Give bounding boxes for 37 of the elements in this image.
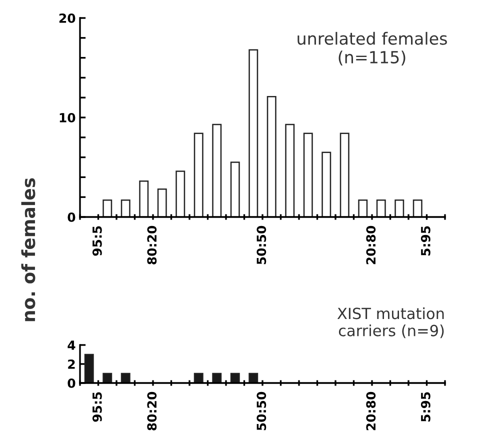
y-tick-label: 10 (60, 112, 76, 122)
bar (340, 132, 350, 217)
text: unrelated females (n=115) (298, 32, 447, 66)
bar (303, 132, 313, 217)
x-tick-label: 95:5 (92, 226, 102, 256)
bar (285, 124, 295, 217)
y-tick-label: 2 (68, 359, 75, 369)
y-tick-label: 0 (68, 378, 76, 388)
bar (102, 199, 112, 217)
y-axis-title: no. of females (21, 178, 36, 322)
x-tick-label: 5:95 (420, 226, 430, 256)
x-tick-label: 5:95 (420, 392, 430, 422)
x-tick-label: 80:20 (147, 226, 157, 264)
bar (394, 199, 404, 217)
bar (212, 124, 222, 217)
x-tick-label: 20:80 (366, 226, 376, 264)
bar (176, 170, 186, 217)
bar (230, 162, 240, 217)
bar (120, 199, 130, 217)
bar (248, 49, 258, 217)
bar (412, 199, 422, 217)
x-tick-label: 80:20 (147, 392, 157, 430)
x-tick-label: 50:50 (256, 392, 266, 430)
x-tick-label: 20:80 (366, 392, 376, 430)
x-tick-label: 95:5 (92, 392, 102, 422)
bar (266, 96, 276, 217)
bar (157, 188, 167, 217)
bar (194, 132, 204, 217)
y-tick-label: 4 (68, 340, 76, 350)
bar (139, 180, 149, 217)
bar (358, 199, 368, 217)
y-tick-label: 20 (59, 13, 76, 23)
x-tick-label: 50:50 (256, 226, 266, 264)
y-tick-label: 0 (68, 212, 76, 222)
chart-title: XIST mutation carriers (n=9) (337, 307, 444, 338)
bar (376, 199, 386, 217)
bar (322, 152, 332, 217)
